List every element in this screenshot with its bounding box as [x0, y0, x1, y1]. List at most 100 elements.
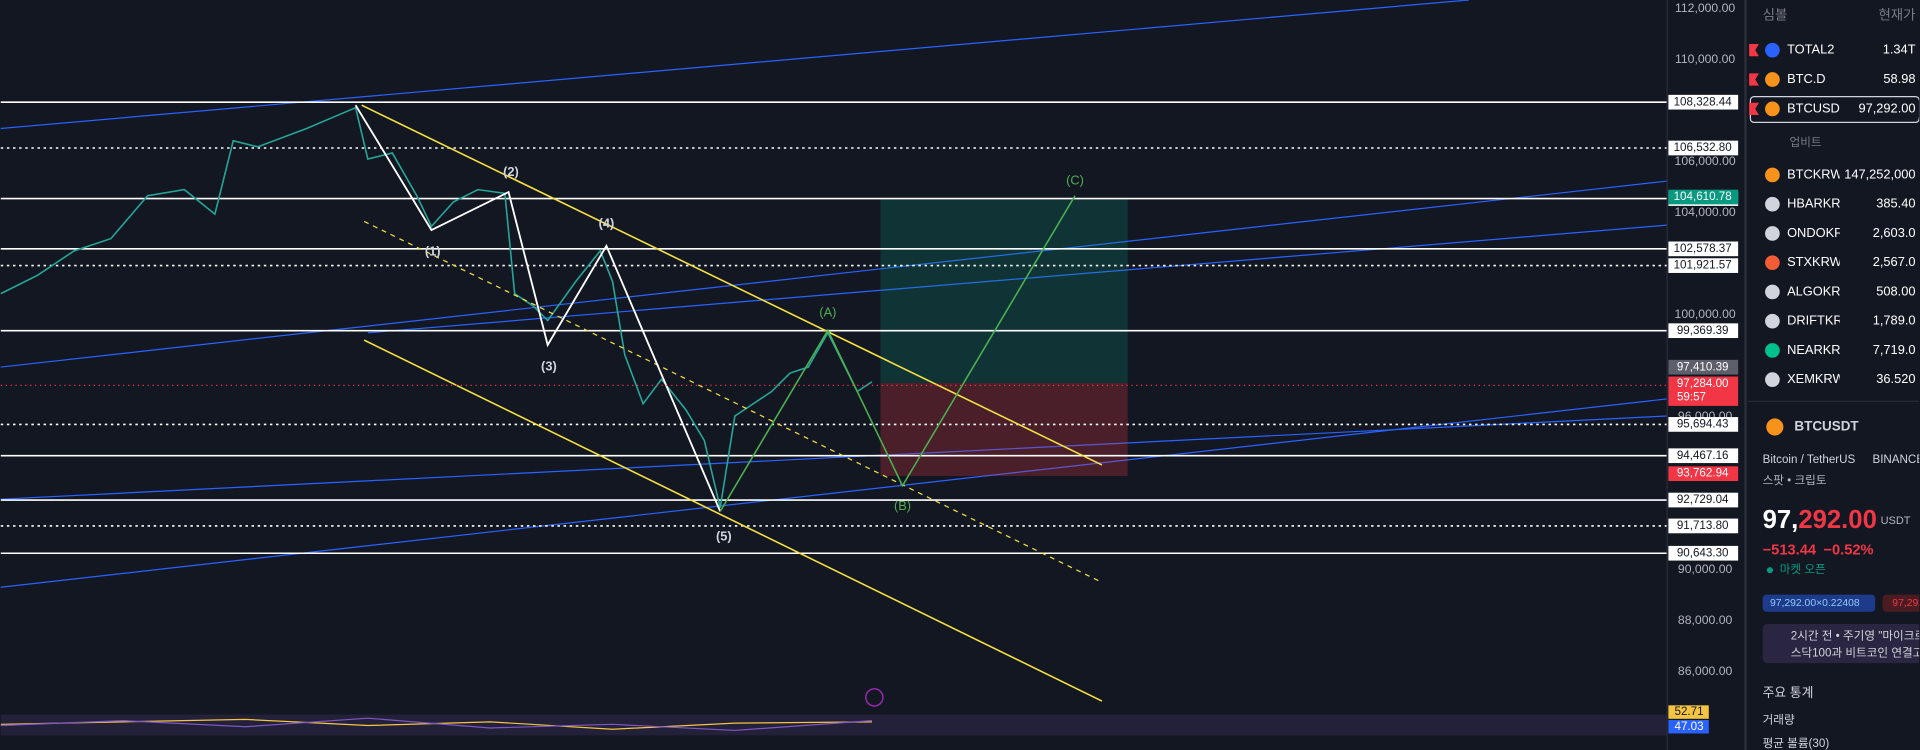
row-symbol: BTC.D: [1787, 71, 1825, 86]
price-tag-label: 97,410.39: [1677, 360, 1729, 373]
row-symbol: NEARKRW: [1787, 342, 1853, 357]
flag: [1749, 44, 1759, 57]
price-bg: [1839, 166, 1920, 184]
price-tick-label: 100,000.00: [1675, 307, 1736, 321]
stat: 거래량: [1763, 714, 1795, 727]
level-label: 92,729.04: [1677, 493, 1729, 506]
row-symbol: XEMKRW: [1787, 371, 1845, 386]
price-bg: [1839, 70, 1920, 89]
level-tag: [1668, 323, 1739, 339]
price-bg: [1839, 100, 1920, 118]
status-dot: [1766, 567, 1774, 574]
level-tag: [1668, 241, 1739, 257]
news-text: 2시간 전 • 주기영 "마이크로스트래티지, 나: [1791, 629, 1920, 642]
flag: [1749, 102, 1759, 116]
price-bg: [1839, 371, 1920, 389]
price-bg: [1839, 341, 1920, 359]
ask-chip: [1882, 594, 1920, 612]
row-price: 58.98: [1883, 71, 1915, 86]
level-label: 91,713.80: [1677, 519, 1729, 532]
channel: [361, 104, 1103, 702]
price-tag-label: 104,610.78: [1674, 190, 1732, 203]
trend-lines: [0, 0, 1668, 588]
row-icon: [1765, 343, 1780, 358]
impulse-wave: [354, 104, 722, 512]
level-label: 95,694.43: [1677, 417, 1729, 430]
row-icon: [1765, 101, 1780, 117]
indicator-line: [0, 717, 872, 732]
row-symbol: HBARKRW: [1787, 196, 1853, 211]
level-tag: [1668, 518, 1739, 534]
row-icon: [1765, 226, 1780, 241]
wave-label: (5): [716, 529, 732, 544]
price-axis: [1667, 0, 1745, 750]
event-icon[interactable]: [865, 688, 884, 707]
price-tag-label: 97,284.00: [1677, 377, 1729, 390]
ask: 97,292.00: [1892, 598, 1920, 609]
level-label: 90,643.30: [1677, 546, 1729, 559]
row-price: 36.520: [1876, 371, 1915, 386]
row-price: 1.34T: [1883, 42, 1916, 57]
change: −513.44 −0.52%: [1763, 542, 1874, 558]
countdown: 59:57: [1677, 390, 1706, 403]
wave-labels: (1) (2) (3) (4) (5) (A) (B) (C): [425, 164, 1084, 544]
currency: USDT: [1881, 515, 1911, 527]
row-price: 97,292.00: [1858, 100, 1915, 115]
level-tag: [1668, 448, 1739, 464]
level-tag: [1668, 492, 1739, 508]
market-status: 마켓 오픈: [1780, 563, 1826, 576]
symbol: BTCUSDT: [1794, 419, 1859, 434]
exchange: BINANCE: [1872, 453, 1920, 466]
row-price: 2,603.0: [1873, 225, 1916, 240]
level-tag: [1668, 140, 1739, 156]
stats-title: 주요 통계: [1763, 685, 1814, 700]
price-tag: [1668, 376, 1739, 406]
row-icon: [1765, 72, 1780, 87]
price-bg: [1839, 283, 1920, 301]
level-label: 102,578.37: [1674, 242, 1732, 255]
price-tick-label: 112,000.00: [1675, 1, 1735, 15]
price-tick-label: 104,000.00: [1675, 205, 1736, 219]
price-bg: [1839, 41, 1920, 59]
flag: [1749, 73, 1759, 86]
row-symbol: BTCKRW: [1787, 166, 1843, 181]
row-symbol: TOTAL2: [1787, 42, 1834, 57]
symbol-name: Bitcoin / TetherUS BINANCE: [1763, 453, 1920, 466]
wave-label: (B): [894, 498, 911, 513]
chart-area: [0, 0, 1668, 750]
price-trace: [0, 106, 873, 508]
wave-label: (C): [1066, 172, 1084, 187]
price-bg: [1839, 254, 1920, 272]
level-label: 99,369.39: [1677, 324, 1729, 337]
price-tag-label: 93,762.94: [1677, 467, 1729, 480]
section-title[interactable]: 업비트: [1790, 136, 1822, 149]
indicator-label: 52.71: [1675, 705, 1704, 718]
price-bg: [1839, 224, 1920, 243]
column-header: 현재가: [1878, 7, 1915, 22]
level-label: 106,532.80: [1674, 141, 1732, 154]
wave-label: (A): [819, 305, 836, 320]
target-zone: [880, 198, 1128, 383]
indicator-label: 47.03: [1675, 720, 1704, 733]
row-price: 7,719.0: [1873, 342, 1916, 357]
row-icon: [1765, 42, 1780, 58]
price-dec: 292.00: [1798, 506, 1877, 534]
stop-zone: [880, 382, 1128, 476]
price-tick-label: 86,000.00: [1678, 664, 1733, 678]
row-price: 1,789.0: [1873, 313, 1916, 328]
change-abs: −513.44: [1763, 542, 1817, 558]
row-icon: [1765, 313, 1780, 329]
news-card[interactable]: [1762, 623, 1920, 664]
price-tick-label: 106,000.00: [1675, 154, 1736, 168]
row-icon: [1765, 167, 1780, 183]
wave-label: (3): [541, 358, 557, 373]
price-tag: [1668, 189, 1739, 205]
stat: 평균 볼륨(30): [1763, 737, 1830, 750]
price-tick-label: 90,000.00: [1678, 562, 1733, 576]
symbol-kind: 스팟 • 크립토: [1763, 474, 1827, 487]
level-label: 94,467.16: [1677, 449, 1729, 462]
level-tag: [1668, 258, 1739, 273]
price-bg: [1839, 312, 1920, 330]
change-pct: −0.52%: [1823, 542, 1873, 558]
